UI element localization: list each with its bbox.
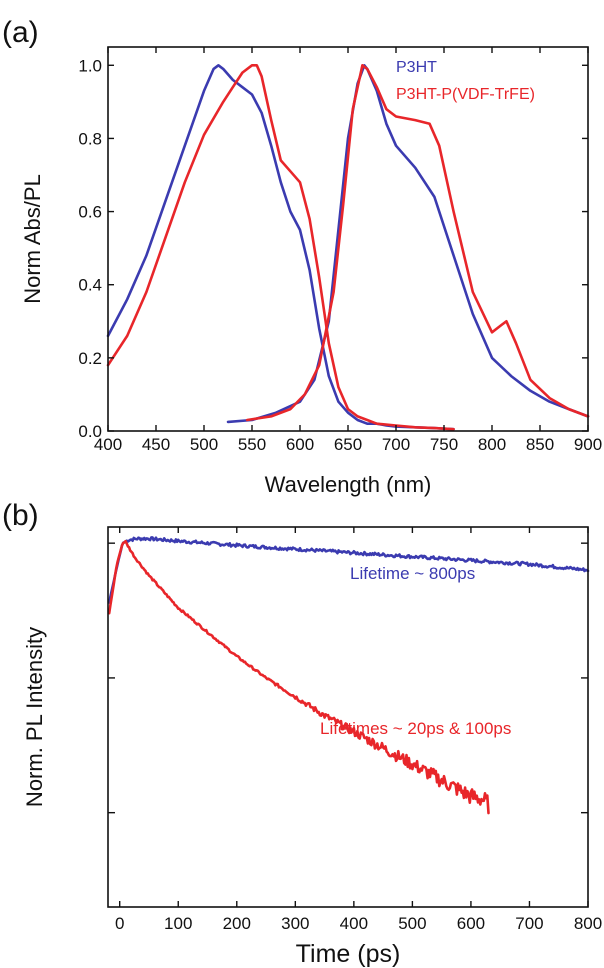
panel-a-label: (a) (2, 16, 39, 49)
panel-b-x-ticks: 0 100 200 300 400 500 600 700 800 (115, 527, 602, 933)
series-p3ht-p-vdf-trfe-photoluminescence-line (245, 64, 590, 422)
x-tick-label: 400 (340, 914, 368, 933)
legend-entry-p3ht-pvdf-trfe: P3HT-P(VDF-TrFE) (396, 86, 535, 103)
panel-a-y-axis-title: Norm Abs/PL (20, 174, 45, 304)
x-tick-label: 600 (286, 435, 314, 454)
y-tick-label: 1.0 (78, 56, 102, 75)
panel-a-y-ticks: 0.0 0.2 0.4 0.6 0.8 1.0 (78, 56, 588, 441)
y-tick-label: 0.6 (78, 203, 102, 222)
panel-b-series-group (107, 536, 590, 815)
x-tick-label: 800 (574, 914, 602, 933)
series-p3ht-absorption-line (106, 64, 455, 431)
x-tick-label: 650 (334, 435, 362, 454)
series-p3ht-p-vdf-trfe-absorption-line (106, 64, 455, 431)
x-tick-label: 400 (94, 435, 122, 454)
x-tick-label: 100 (164, 914, 192, 933)
x-tick-label: 200 (223, 914, 251, 933)
y-tick-label: 0.4 (78, 276, 102, 295)
x-tick-label: 550 (238, 435, 266, 454)
panel-a-x-axis-title: Wavelength (nm) (265, 472, 432, 497)
panel-b-plot-frame (107, 526, 589, 908)
series-p3ht-photoluminescence-line (226, 64, 590, 424)
panel-a-chart: (a) 400 450 500 550 600 650 700 750 800 850 900 0.… (2, 16, 602, 497)
x-tick-label: 850 (526, 435, 554, 454)
x-tick-label: 700 (382, 435, 410, 454)
x-tick-label: 0 (115, 914, 124, 933)
panel-a-series-group (106, 64, 590, 431)
panel-a-plot-frame (107, 46, 589, 432)
y-tick-label: 0.0 (78, 422, 102, 441)
annotation-lifetimes-20ps-100ps: Lifetimes ~ 20ps & 100ps (320, 719, 511, 738)
panel-a-x-ticks: 400 450 500 550 600 650 700 750 800 850 900 (94, 47, 602, 454)
x-tick-label: 300 (281, 914, 309, 933)
x-tick-label: 800 (478, 435, 506, 454)
x-tick-label: 900 (574, 435, 602, 454)
x-tick-label: 750 (430, 435, 458, 454)
x-tick-label: 600 (457, 914, 485, 933)
y-tick-label: 0.2 (78, 349, 102, 368)
panel-b-chart: (b) 0 100 200 300 400 500 600 700 800 Time (ps) … (2, 499, 602, 968)
y-tick-label: 0.8 (78, 129, 102, 148)
panel-b-label: (b) (2, 499, 39, 532)
x-tick-label: 700 (515, 914, 543, 933)
legend-entry-p3ht: P3HT (396, 59, 437, 76)
x-tick-label: 500 (190, 435, 218, 454)
x-tick-label: 450 (142, 435, 170, 454)
annotation-lifetime-800ps: Lifetime ~ 800ps (350, 564, 475, 583)
panel-b-x-axis-title: Time (ps) (296, 940, 401, 968)
panel-b-y-axis-title: Norm. PL Intensity (22, 627, 47, 807)
x-tick-label: 500 (398, 914, 426, 933)
series-lifetimes-20ps-100ps-decay-line (107, 539, 490, 815)
panel-b-y-ticks (108, 542, 588, 814)
series-lifetime-800ps-decay-line (107, 536, 590, 604)
